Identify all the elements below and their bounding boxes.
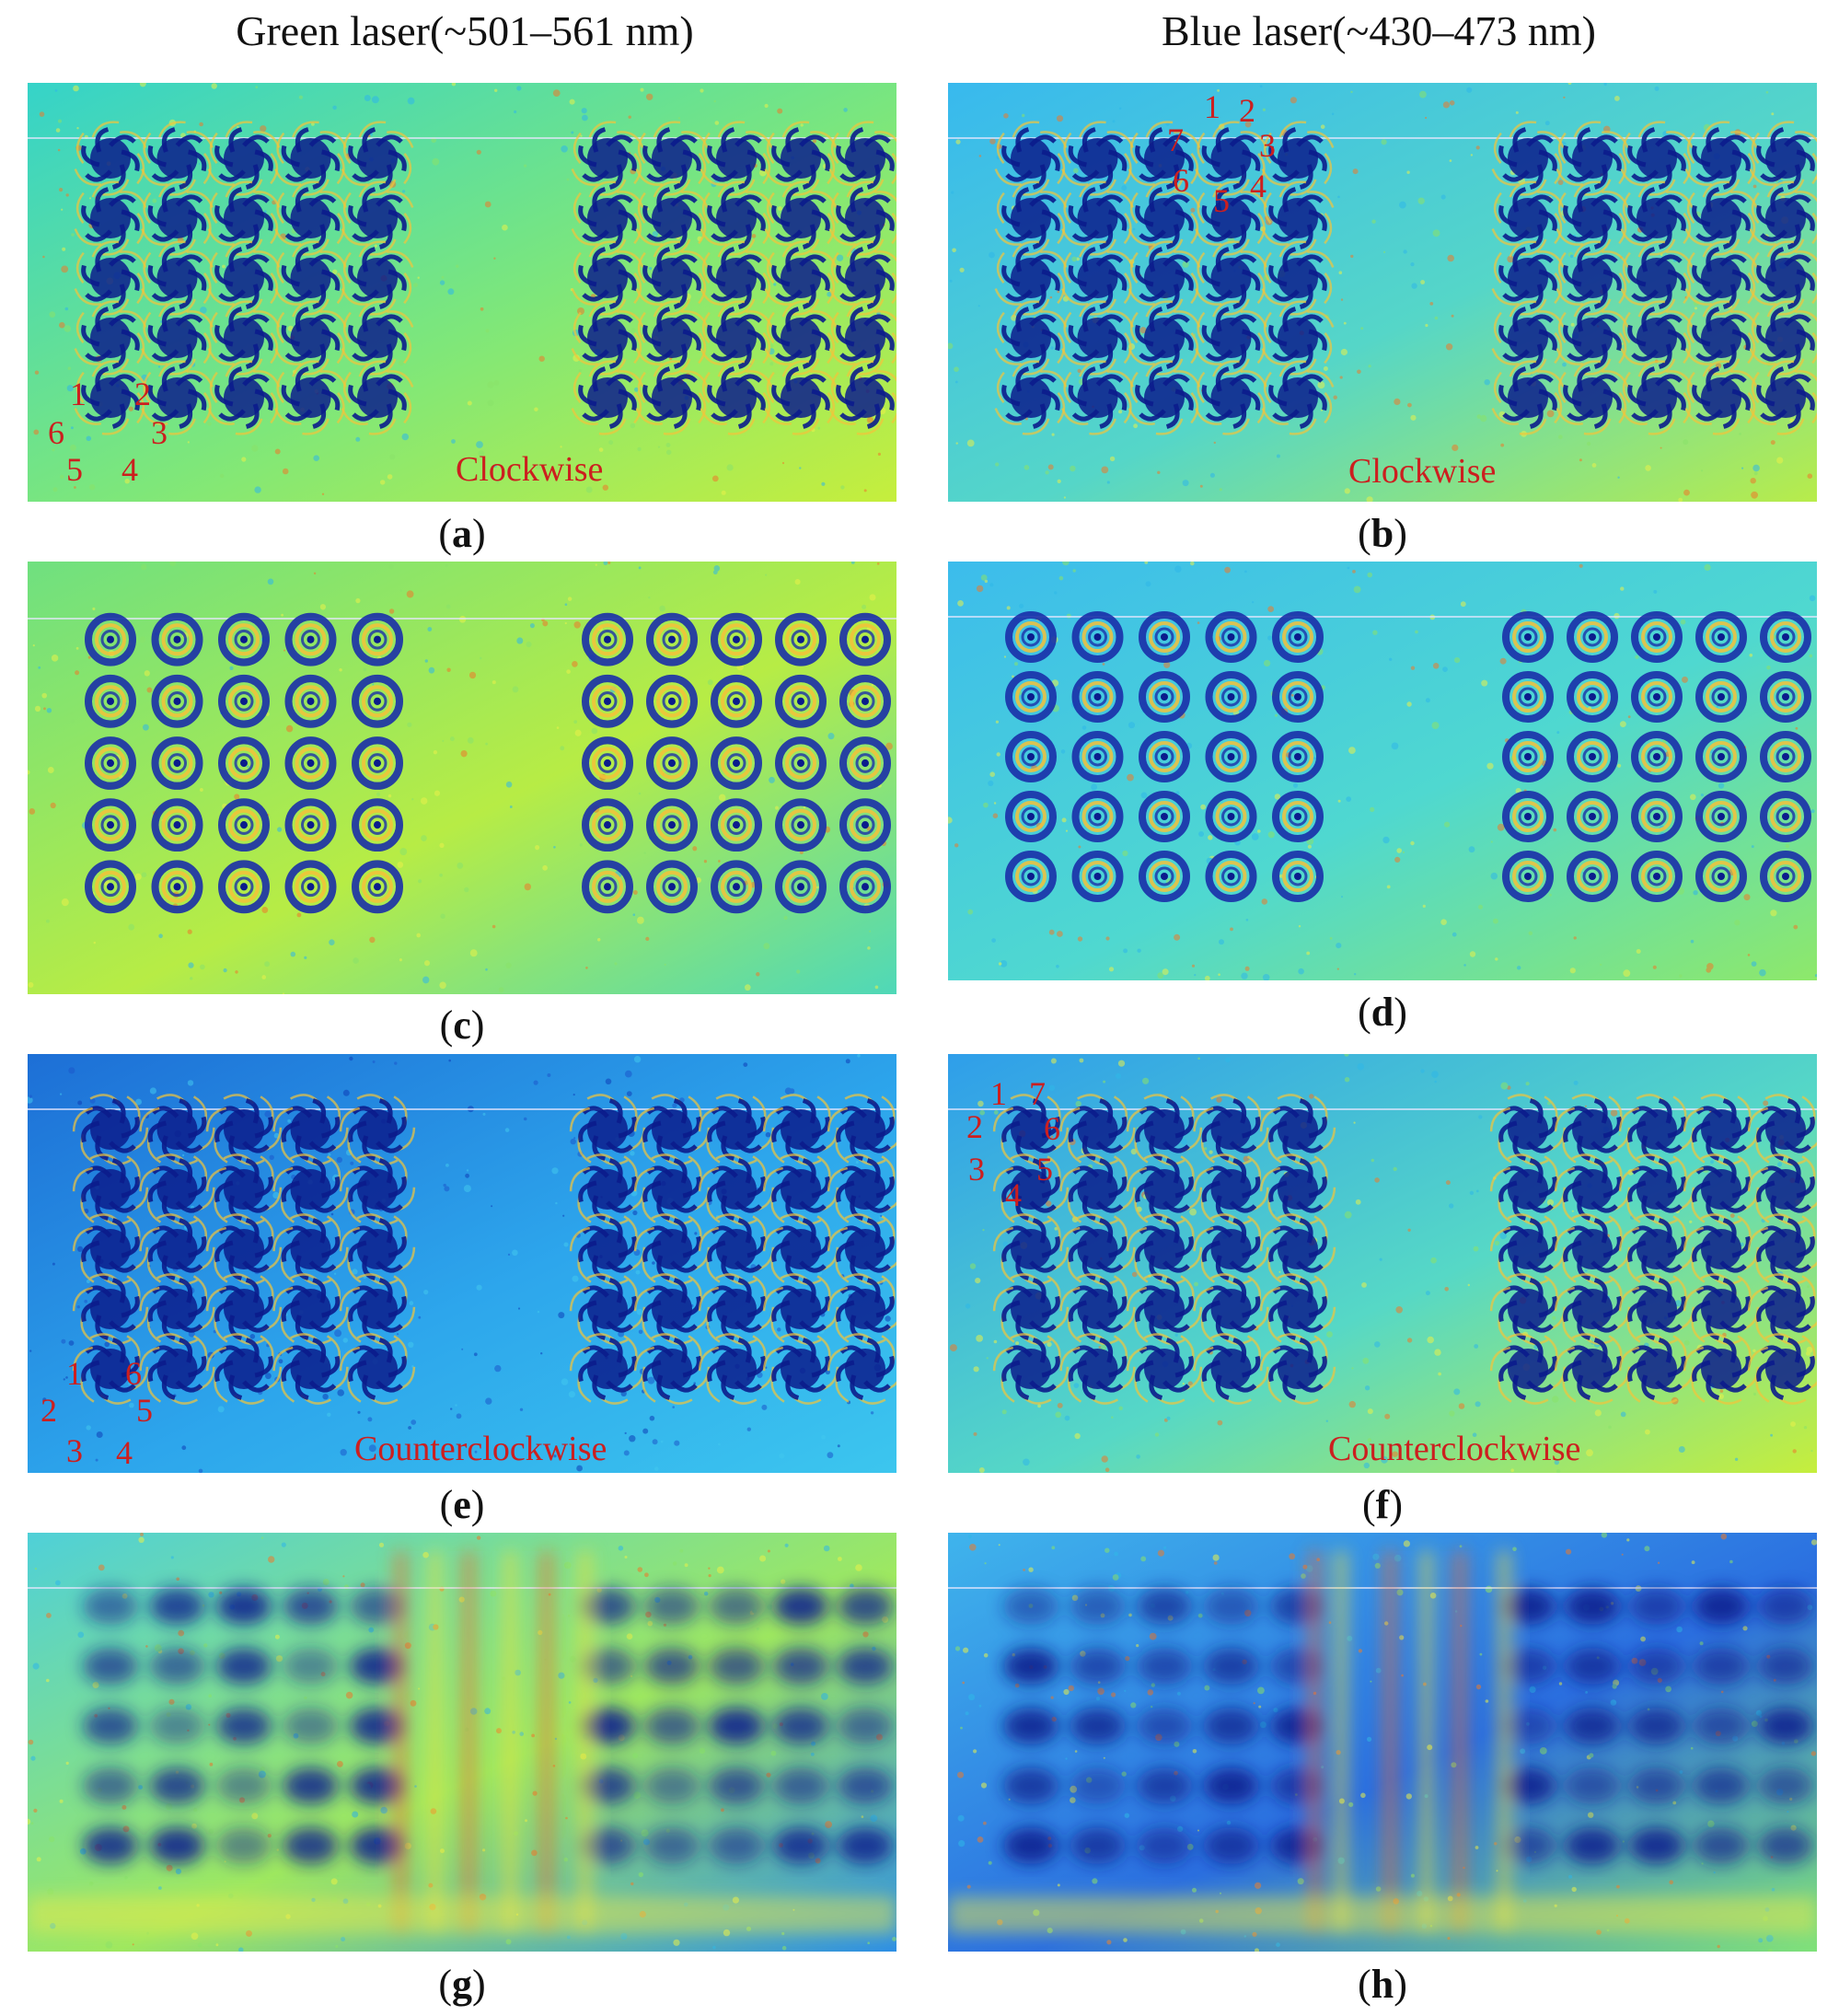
panel-c-image (28, 562, 896, 994)
caption-h: (h) (1358, 1962, 1407, 2007)
title-green-laser: Green laser(~501–561 nm) (236, 7, 694, 54)
panel-a-image (28, 83, 896, 502)
e-number-2: 2 (40, 1392, 57, 1429)
e-number-6: 6 (125, 1355, 142, 1392)
a-number-5: 5 (66, 451, 83, 488)
f-number-2: 2 (966, 1108, 983, 1145)
f-number-1: 1 (990, 1075, 1007, 1112)
b-number-4: 4 (1250, 168, 1266, 204)
a-number-2: 2 (134, 376, 151, 412)
panel-e-image (28, 1054, 896, 1473)
e-number-4: 4 (116, 1434, 133, 1471)
b-number-6: 6 (1173, 162, 1189, 199)
panel-h-image (948, 1533, 1817, 1952)
caption-d: (d) (1358, 990, 1407, 1035)
b-number-7: 7 (1167, 122, 1184, 158)
f-number-5: 5 (1036, 1151, 1053, 1188)
a-number-1: 1 (70, 376, 87, 412)
e-number-1: 1 (66, 1355, 83, 1392)
f-number-4: 4 (1005, 1176, 1022, 1213)
a-number-4: 4 (121, 451, 138, 488)
panel-f-image (948, 1054, 1817, 1473)
b-number-3: 3 (1259, 127, 1276, 164)
e-number-3: 3 (66, 1432, 83, 1469)
a-number-3: 3 (151, 414, 168, 451)
clockwise-label-a: Clockwise (456, 450, 604, 489)
e-number-5: 5 (136, 1392, 153, 1429)
caption-f: (f) (1362, 1482, 1403, 1527)
caption-c: (c) (439, 1002, 485, 1048)
b-number-1: 1 (1204, 88, 1220, 125)
a-number-6: 6 (48, 414, 64, 451)
panel-b-image (948, 83, 1817, 502)
counterclockwise-label-e: Counterclockwise (354, 1430, 607, 1468)
caption-g: (g) (438, 1962, 486, 2007)
f-number-7: 7 (1029, 1075, 1046, 1112)
counterclockwise-label-f: Counterclockwise (1328, 1430, 1581, 1468)
title-blue-laser: Blue laser(~430–473 nm) (1161, 7, 1597, 54)
clockwise-label-b: Clockwise (1348, 452, 1497, 491)
f-number-6: 6 (1044, 1110, 1060, 1147)
caption-e: (e) (439, 1482, 485, 1527)
caption-b: (b) (1358, 511, 1407, 556)
b-number-2: 2 (1239, 92, 1255, 129)
panel-g-image (28, 1533, 896, 1952)
b-number-5: 5 (1213, 182, 1230, 219)
f-number-3: 3 (968, 1151, 985, 1188)
caption-a: (a) (438, 511, 486, 556)
panel-d-image (948, 562, 1817, 980)
